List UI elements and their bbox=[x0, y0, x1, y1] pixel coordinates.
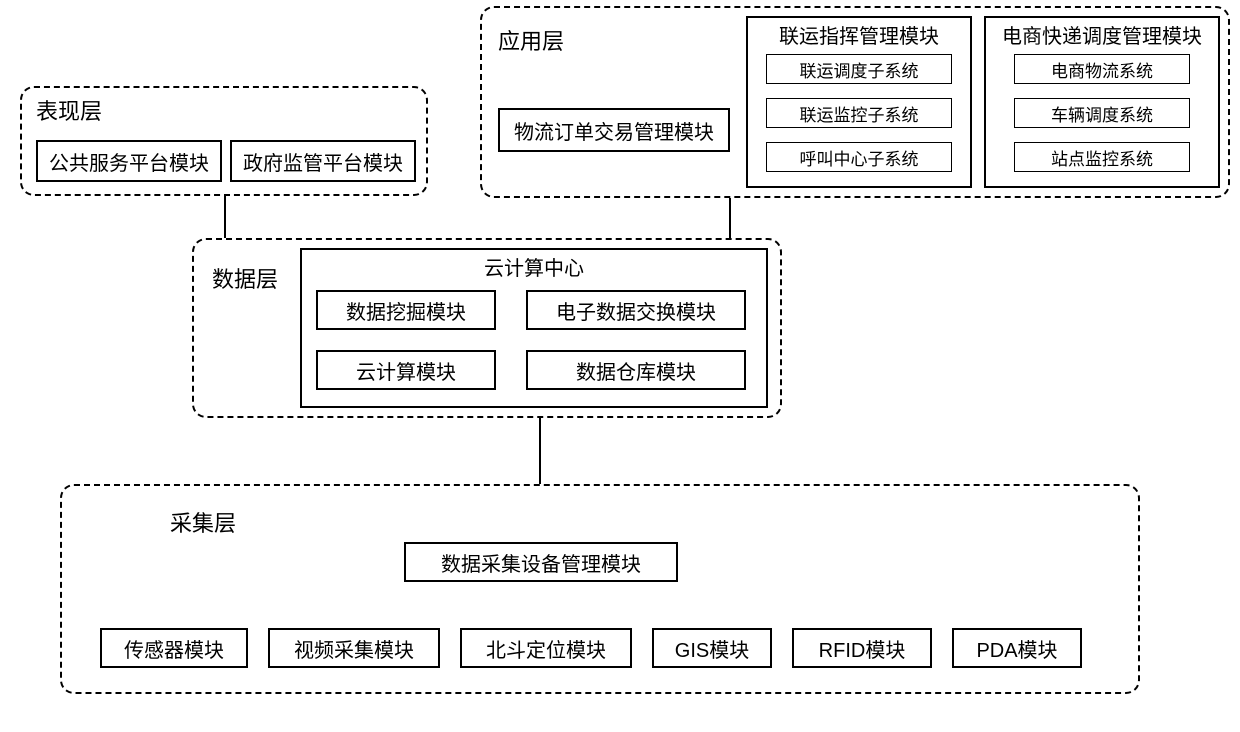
data-mining-module: 数据挖掘模块 bbox=[316, 290, 496, 330]
call-center-sub: 呼叫中心子系统 bbox=[766, 142, 952, 172]
data-layer-title: 数据层 bbox=[212, 262, 278, 294]
public-service-module: 公共服务平台模块 bbox=[36, 140, 222, 182]
cloud-center-title: 云计算中心 bbox=[300, 252, 768, 281]
gis-module: GIS模块 bbox=[652, 628, 772, 668]
edi-module: 电子数据交换模块 bbox=[526, 290, 746, 330]
beidou-module: 北斗定位模块 bbox=[460, 628, 632, 668]
sensor-module: 传感器模块 bbox=[100, 628, 248, 668]
ecommerce-module-title: 电商快递调度管理模块 bbox=[984, 20, 1220, 49]
pda-module: PDA模块 bbox=[952, 628, 1082, 668]
intermodal-dispatch-sub: 联运调度子系统 bbox=[766, 54, 952, 84]
cloud-compute-module: 云计算模块 bbox=[316, 350, 496, 390]
intermodal-module-title: 联运指挥管理模块 bbox=[746, 20, 972, 49]
device-mgmt-module: 数据采集设备管理模块 bbox=[404, 542, 678, 582]
ecom-logistics-sub: 电商物流系统 bbox=[1014, 54, 1190, 84]
collection-layer-title: 采集层 bbox=[170, 506, 236, 538]
application-layer-title: 应用层 bbox=[498, 24, 564, 56]
presentation-layer-title: 表现层 bbox=[36, 94, 102, 126]
station-monitor-sub: 站点监控系统 bbox=[1014, 142, 1190, 172]
intermodal-monitor-sub: 联运监控子系统 bbox=[766, 98, 952, 128]
video-module: 视频采集模块 bbox=[268, 628, 440, 668]
rfid-module: RFID模块 bbox=[792, 628, 932, 668]
data-warehouse-module: 数据仓库模块 bbox=[526, 350, 746, 390]
order-mgmt-module: 物流订单交易管理模块 bbox=[498, 108, 730, 152]
vehicle-dispatch-sub: 车辆调度系统 bbox=[1014, 98, 1190, 128]
gov-regulation-module: 政府监管平台模块 bbox=[230, 140, 416, 182]
